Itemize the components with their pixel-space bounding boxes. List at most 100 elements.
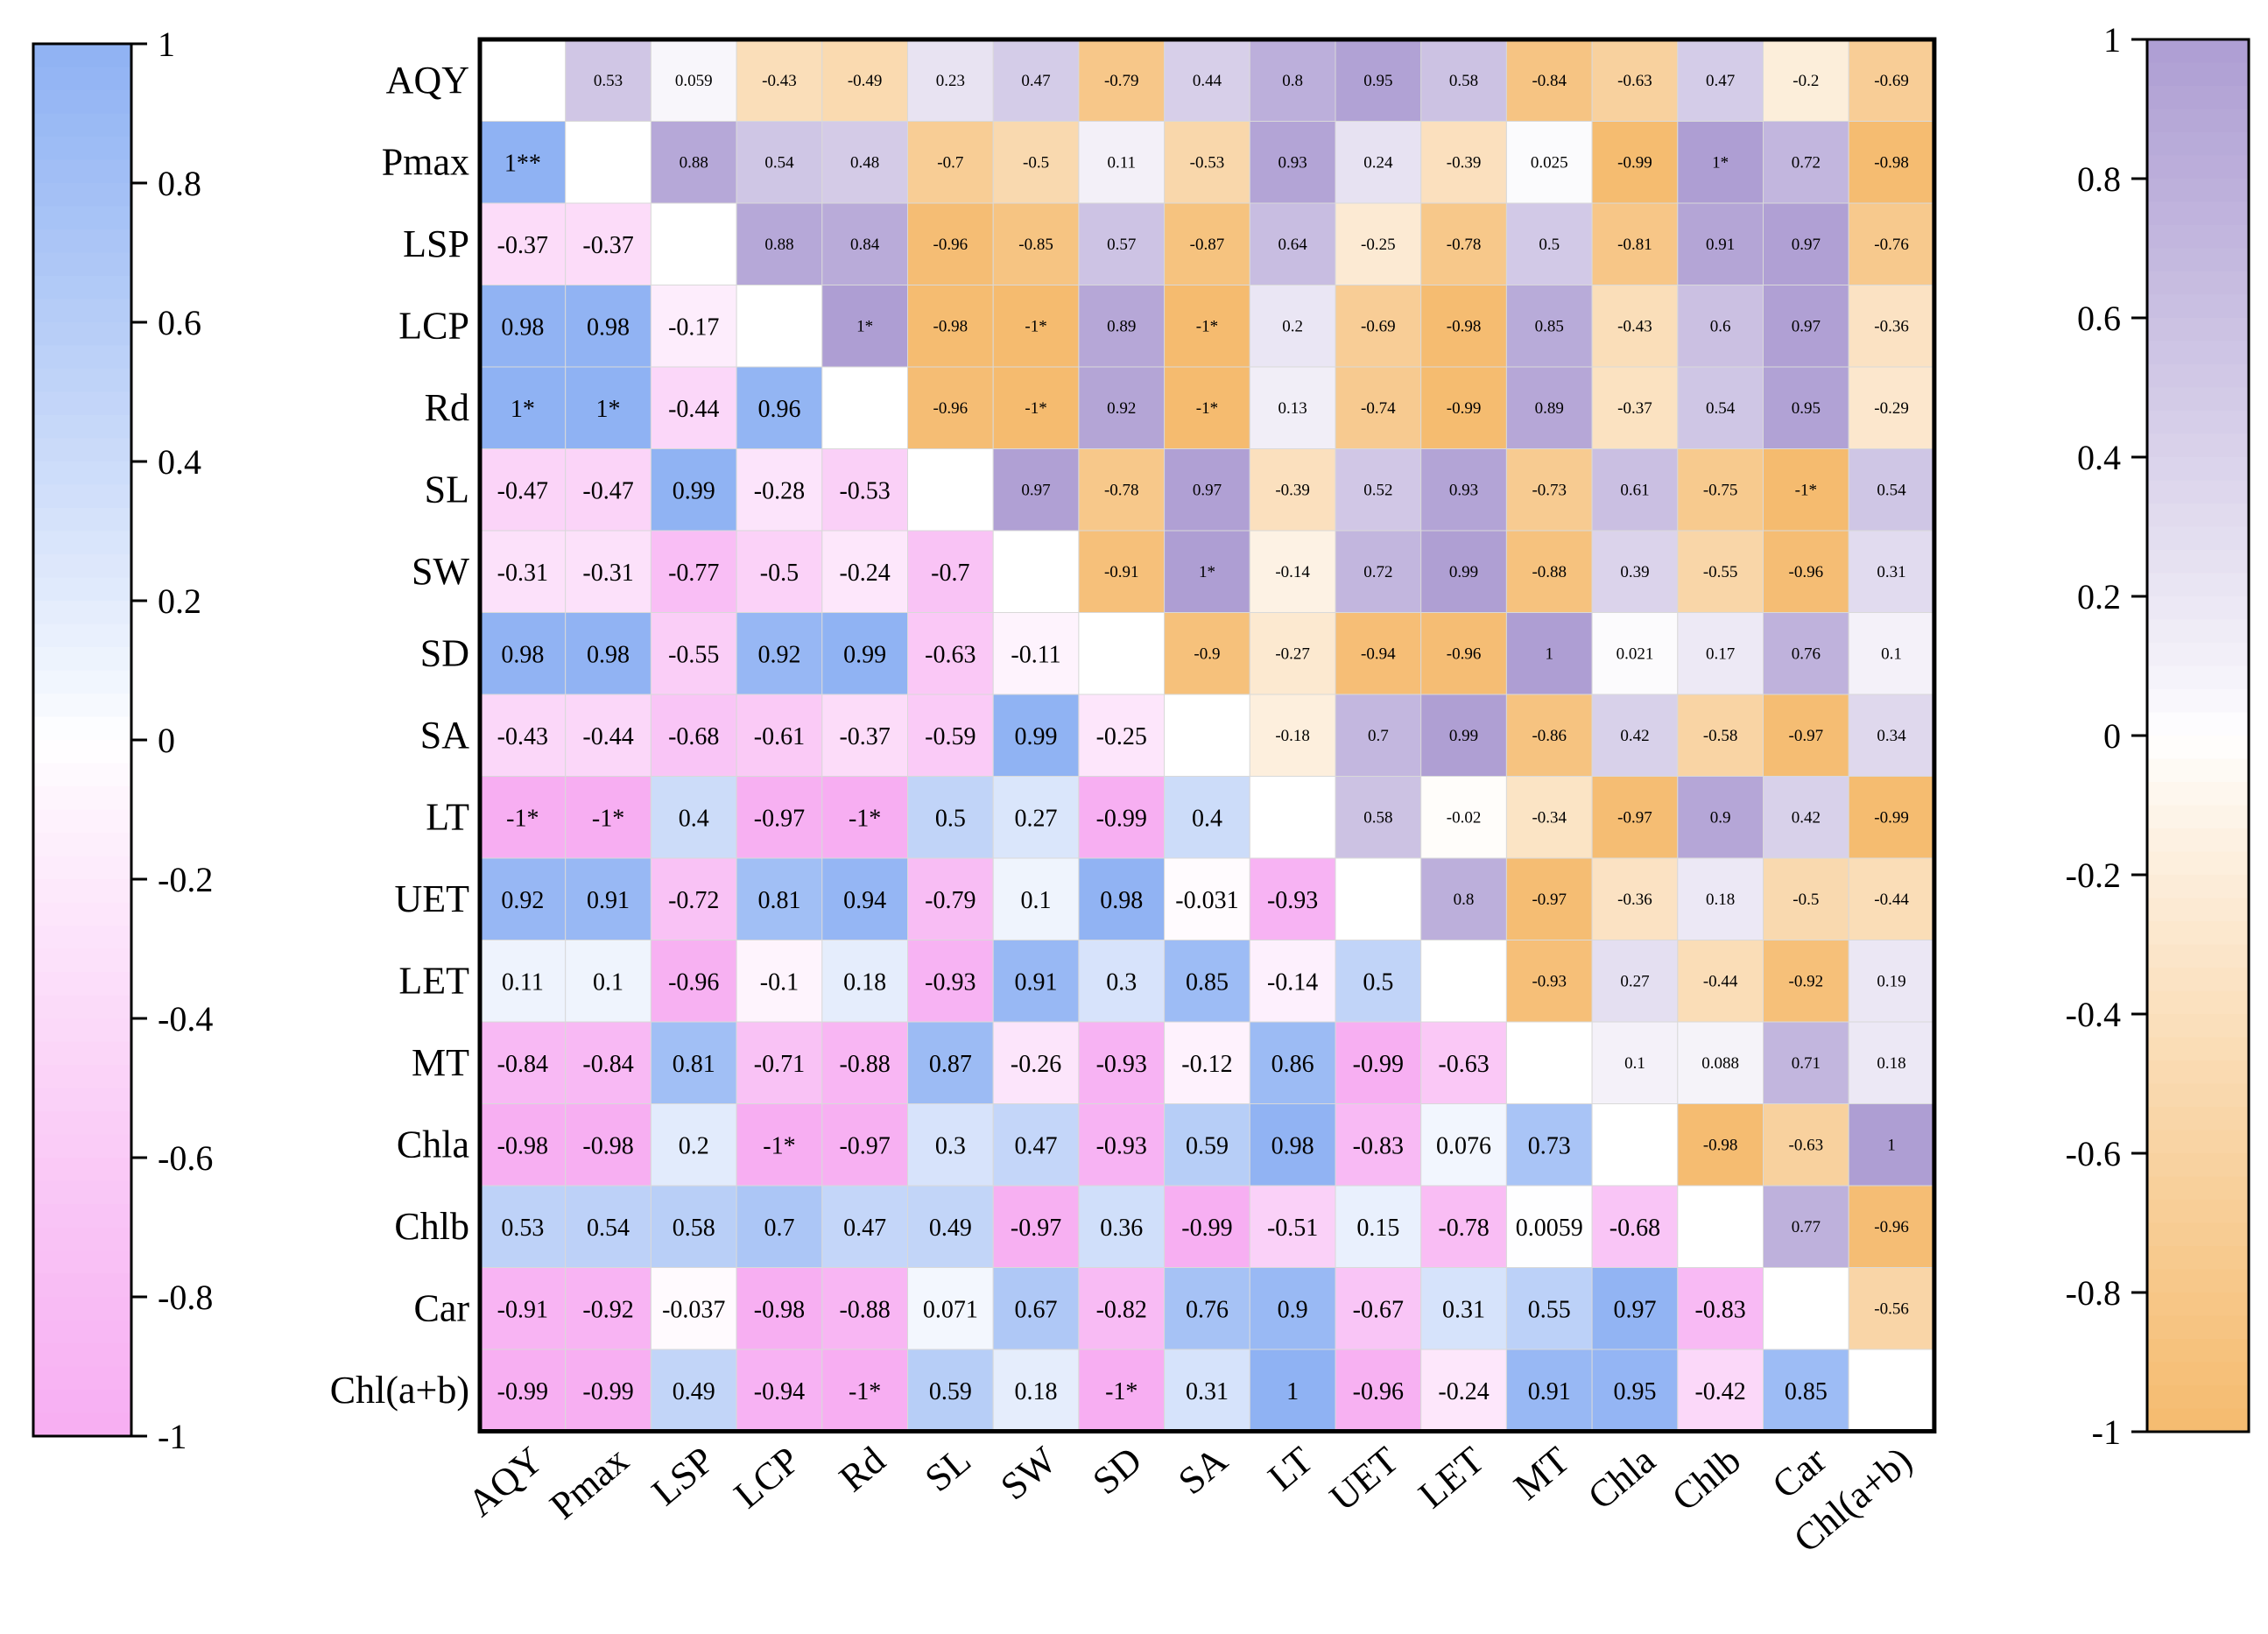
heatmap-cell — [1848, 1349, 1935, 1432]
cell-value-label: -0.83 — [1694, 1296, 1745, 1323]
cell-value-label: 0.9 — [1710, 808, 1731, 827]
left-colorbar-gradient-band — [33, 1088, 131, 1112]
heatmap-cell — [1078, 612, 1166, 695]
heatmap-cell — [565, 1021, 652, 1104]
cell-value-label: -0.99 — [1874, 808, 1909, 827]
cell-value-label: 0.19 — [1877, 972, 1905, 990]
row-label: UET — [394, 877, 469, 920]
cell-value-label: 0.98 — [1271, 1132, 1314, 1159]
cell-value-label: -0.71 — [754, 1051, 805, 1078]
cell-value-label: -0.47 — [582, 477, 633, 504]
cell-value-label: 0.92 — [1107, 399, 1136, 418]
cell-value-label: -0.93 — [1096, 1051, 1147, 1078]
heatmap-cell — [565, 776, 652, 859]
cell-value-label: 0.84 — [850, 236, 880, 254]
cell-value-label: 0.18 — [1706, 891, 1735, 909]
cell-value-label: -0.99 — [1181, 1215, 1232, 1242]
heatmap-cell — [1335, 121, 1422, 204]
cell-value-label: -0.43 — [762, 72, 797, 90]
cell-value-label: 0.23 — [936, 72, 965, 90]
heatmap-cell — [1164, 530, 1250, 613]
left-colorbar-gradient-band — [33, 1018, 131, 1043]
left-colorbar-gradient-band — [33, 1297, 131, 1321]
right-colorbar-gradient-band — [2147, 387, 2249, 412]
cell-value-label: 0.5 — [1539, 236, 1560, 254]
cell-value-label: -0.96 — [1789, 563, 1824, 581]
cell-value-label: 0.98 — [1100, 887, 1143, 914]
heatmap-cell — [821, 857, 908, 940]
heatmap-cell — [1763, 1185, 1849, 1268]
heatmap-cell — [1078, 1021, 1166, 1104]
left-colorbar-tick-label: -1 — [158, 1417, 187, 1456]
heatmap-cell — [992, 121, 1080, 204]
left-colorbar-gradient-band — [33, 623, 131, 648]
heatmap-cell — [1249, 857, 1336, 940]
left-colorbar-gradient-band — [33, 809, 131, 834]
right-colorbar-gradient-band — [2147, 1014, 2249, 1039]
cell-value-label: 0.95 — [1363, 72, 1392, 90]
right-colorbar-tick-label: 1 — [2103, 20, 2121, 60]
right-colorbar-gradient-band — [2147, 225, 2249, 250]
cell-value-label: 0.95 — [1792, 399, 1821, 418]
cell-value-label: -0.39 — [1447, 153, 1482, 172]
cell-value-label: -0.84 — [497, 1051, 548, 1078]
cell-value-label: -0.25 — [1096, 723, 1147, 750]
cell-value-label: 1 — [1286, 1378, 1299, 1405]
cell-value-label: 0.2 — [1282, 317, 1303, 335]
column-label: MT — [1506, 1439, 1578, 1509]
cell-value-label: 0.81 — [757, 887, 800, 914]
cell-value-label: 0.9 — [1278, 1296, 1308, 1323]
left-colorbar-gradient-band — [33, 948, 131, 973]
cell-value-label: -0.61 — [754, 723, 805, 750]
left-colorbar-gradient-band — [33, 1366, 131, 1391]
cell-value-label: -0.68 — [1609, 1215, 1660, 1242]
cell-value-label: 0.97 — [1021, 481, 1050, 499]
heatmap-cell — [479, 448, 567, 532]
cell-value-label: -1* — [849, 805, 881, 832]
cell-value-label: -0.81 — [1617, 236, 1652, 254]
cell-value-label: 0.1 — [1021, 887, 1052, 914]
heatmap-cell — [907, 1185, 994, 1268]
right-colorbar-tick-label: -1 — [2092, 1412, 2121, 1452]
left-colorbar-gradient-band — [33, 415, 131, 440]
cell-value-label: -0.99 — [582, 1378, 633, 1405]
cell-value-label: 0.64 — [1278, 236, 1308, 254]
right-colorbar-gradient-band — [2147, 179, 2249, 203]
heatmap-cell — [992, 1349, 1080, 1432]
heatmap-cell — [992, 1185, 1080, 1268]
cell-value-label: 0.088 — [1701, 1054, 1739, 1073]
left-colorbar-gradient-band — [33, 438, 131, 462]
left-colorbar-gradient-band — [33, 508, 131, 532]
heatmap-cell — [1420, 202, 1507, 285]
cell-value-label: 0.31 — [1186, 1378, 1229, 1405]
left-colorbar-gradient-band — [33, 322, 131, 347]
heatmap-cell — [1420, 694, 1507, 777]
heatmap-cell — [650, 1103, 737, 1187]
heatmap-cell — [1078, 39, 1166, 122]
left-colorbar-tick-label: -0.6 — [158, 1138, 213, 1178]
heatmap-cell — [1591, 530, 1679, 613]
heatmap-cell — [1335, 285, 1422, 368]
heatmap-cell — [821, 1185, 908, 1268]
cell-value-label: 0.5 — [935, 805, 966, 832]
cell-value-label: -0.37 — [497, 232, 548, 259]
right-colorbar-gradient-band — [2147, 62, 2249, 87]
cell-value-label: -0.43 — [1617, 317, 1652, 335]
heatmap-cell — [1505, 202, 1593, 285]
cell-value-label: 0.81 — [673, 1051, 715, 1078]
right-colorbar-gradient-band — [2147, 828, 2249, 853]
cell-value-label: 0.4 — [679, 805, 709, 832]
cell-value-label: 0.91 — [1706, 236, 1735, 254]
heatmap-cell — [1591, 1267, 1679, 1350]
cell-value-label: 0.98 — [501, 641, 544, 668]
right-colorbar-gradient-band — [2147, 875, 2249, 899]
cell-value-label: 0.93 — [1278, 153, 1307, 172]
right-colorbar-tick-label: -0.6 — [2066, 1134, 2121, 1173]
cell-value-label: -0.97 — [1011, 1215, 1061, 1242]
left-colorbar-gradient-band — [33, 1180, 131, 1205]
heatmap-cell — [821, 448, 908, 532]
cell-value-label: 1 — [1546, 644, 1554, 663]
heatmap-cell — [1505, 366, 1593, 449]
heatmap-cell — [1164, 1185, 1250, 1268]
